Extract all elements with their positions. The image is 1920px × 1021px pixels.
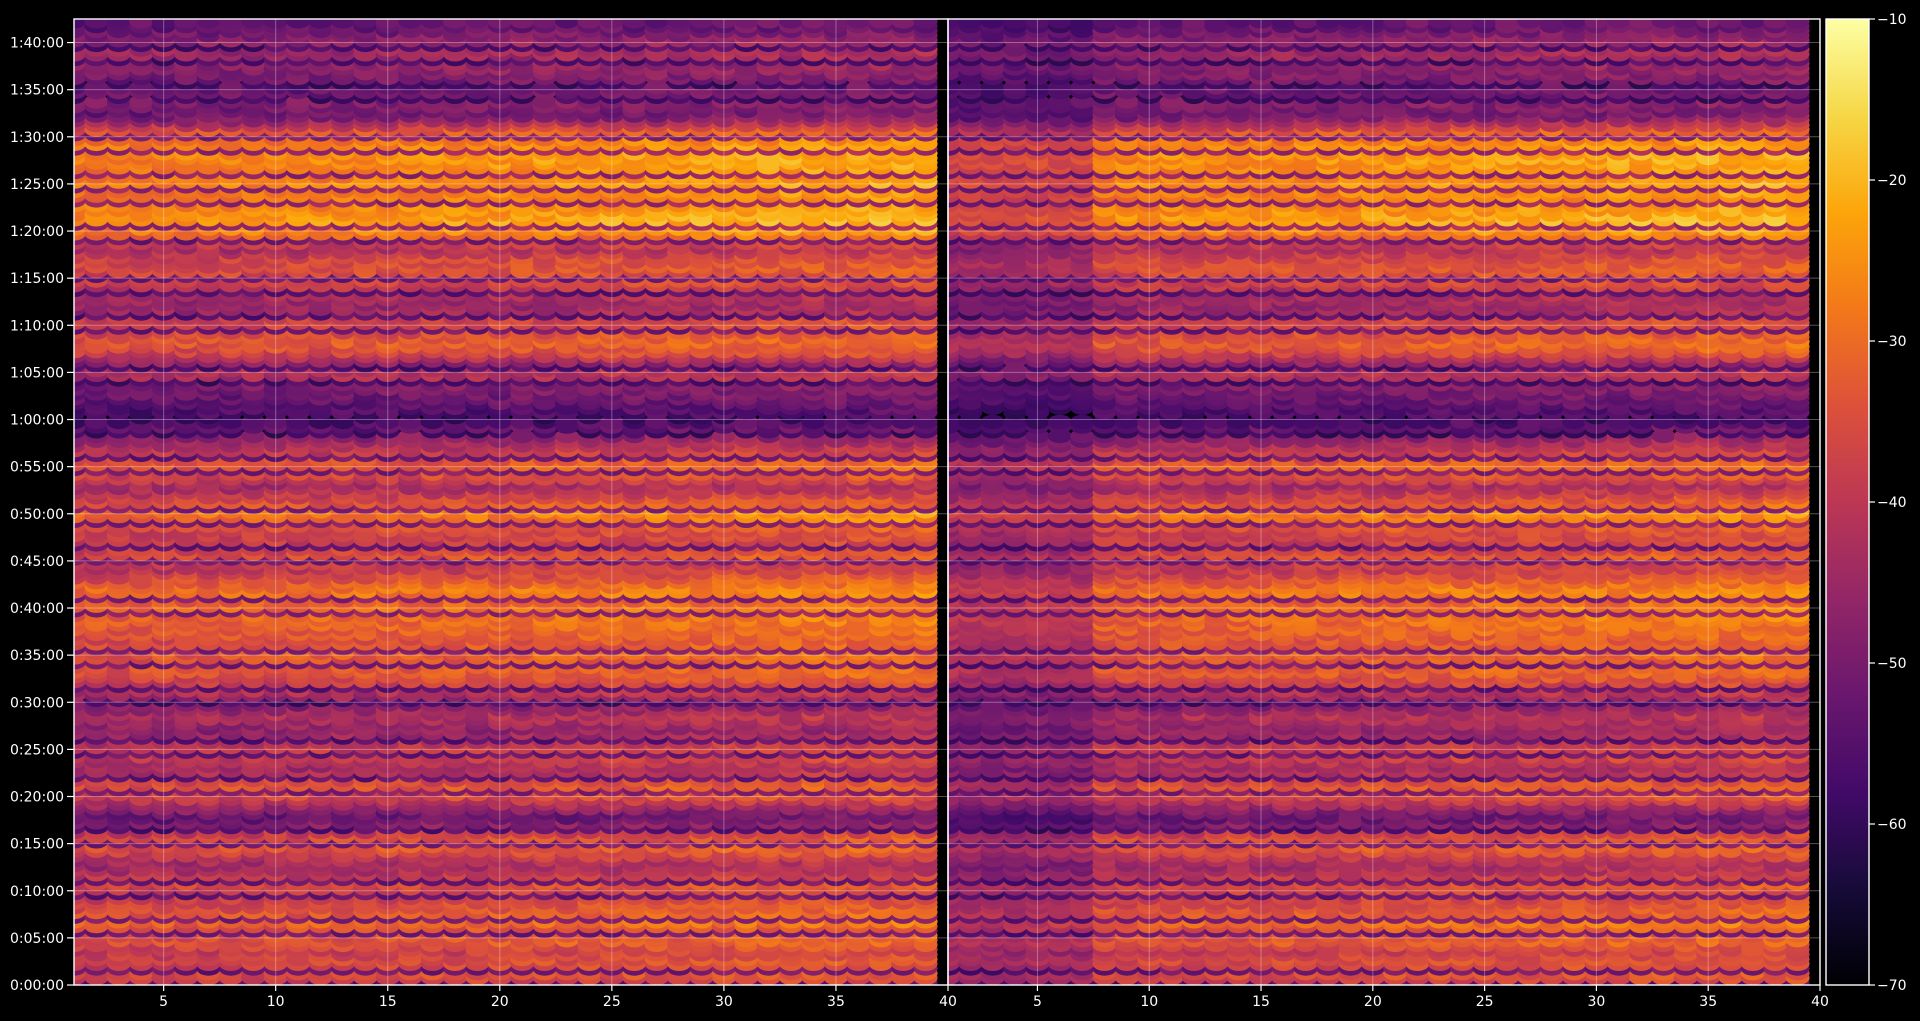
left-panel-heatmap <box>74 19 938 985</box>
